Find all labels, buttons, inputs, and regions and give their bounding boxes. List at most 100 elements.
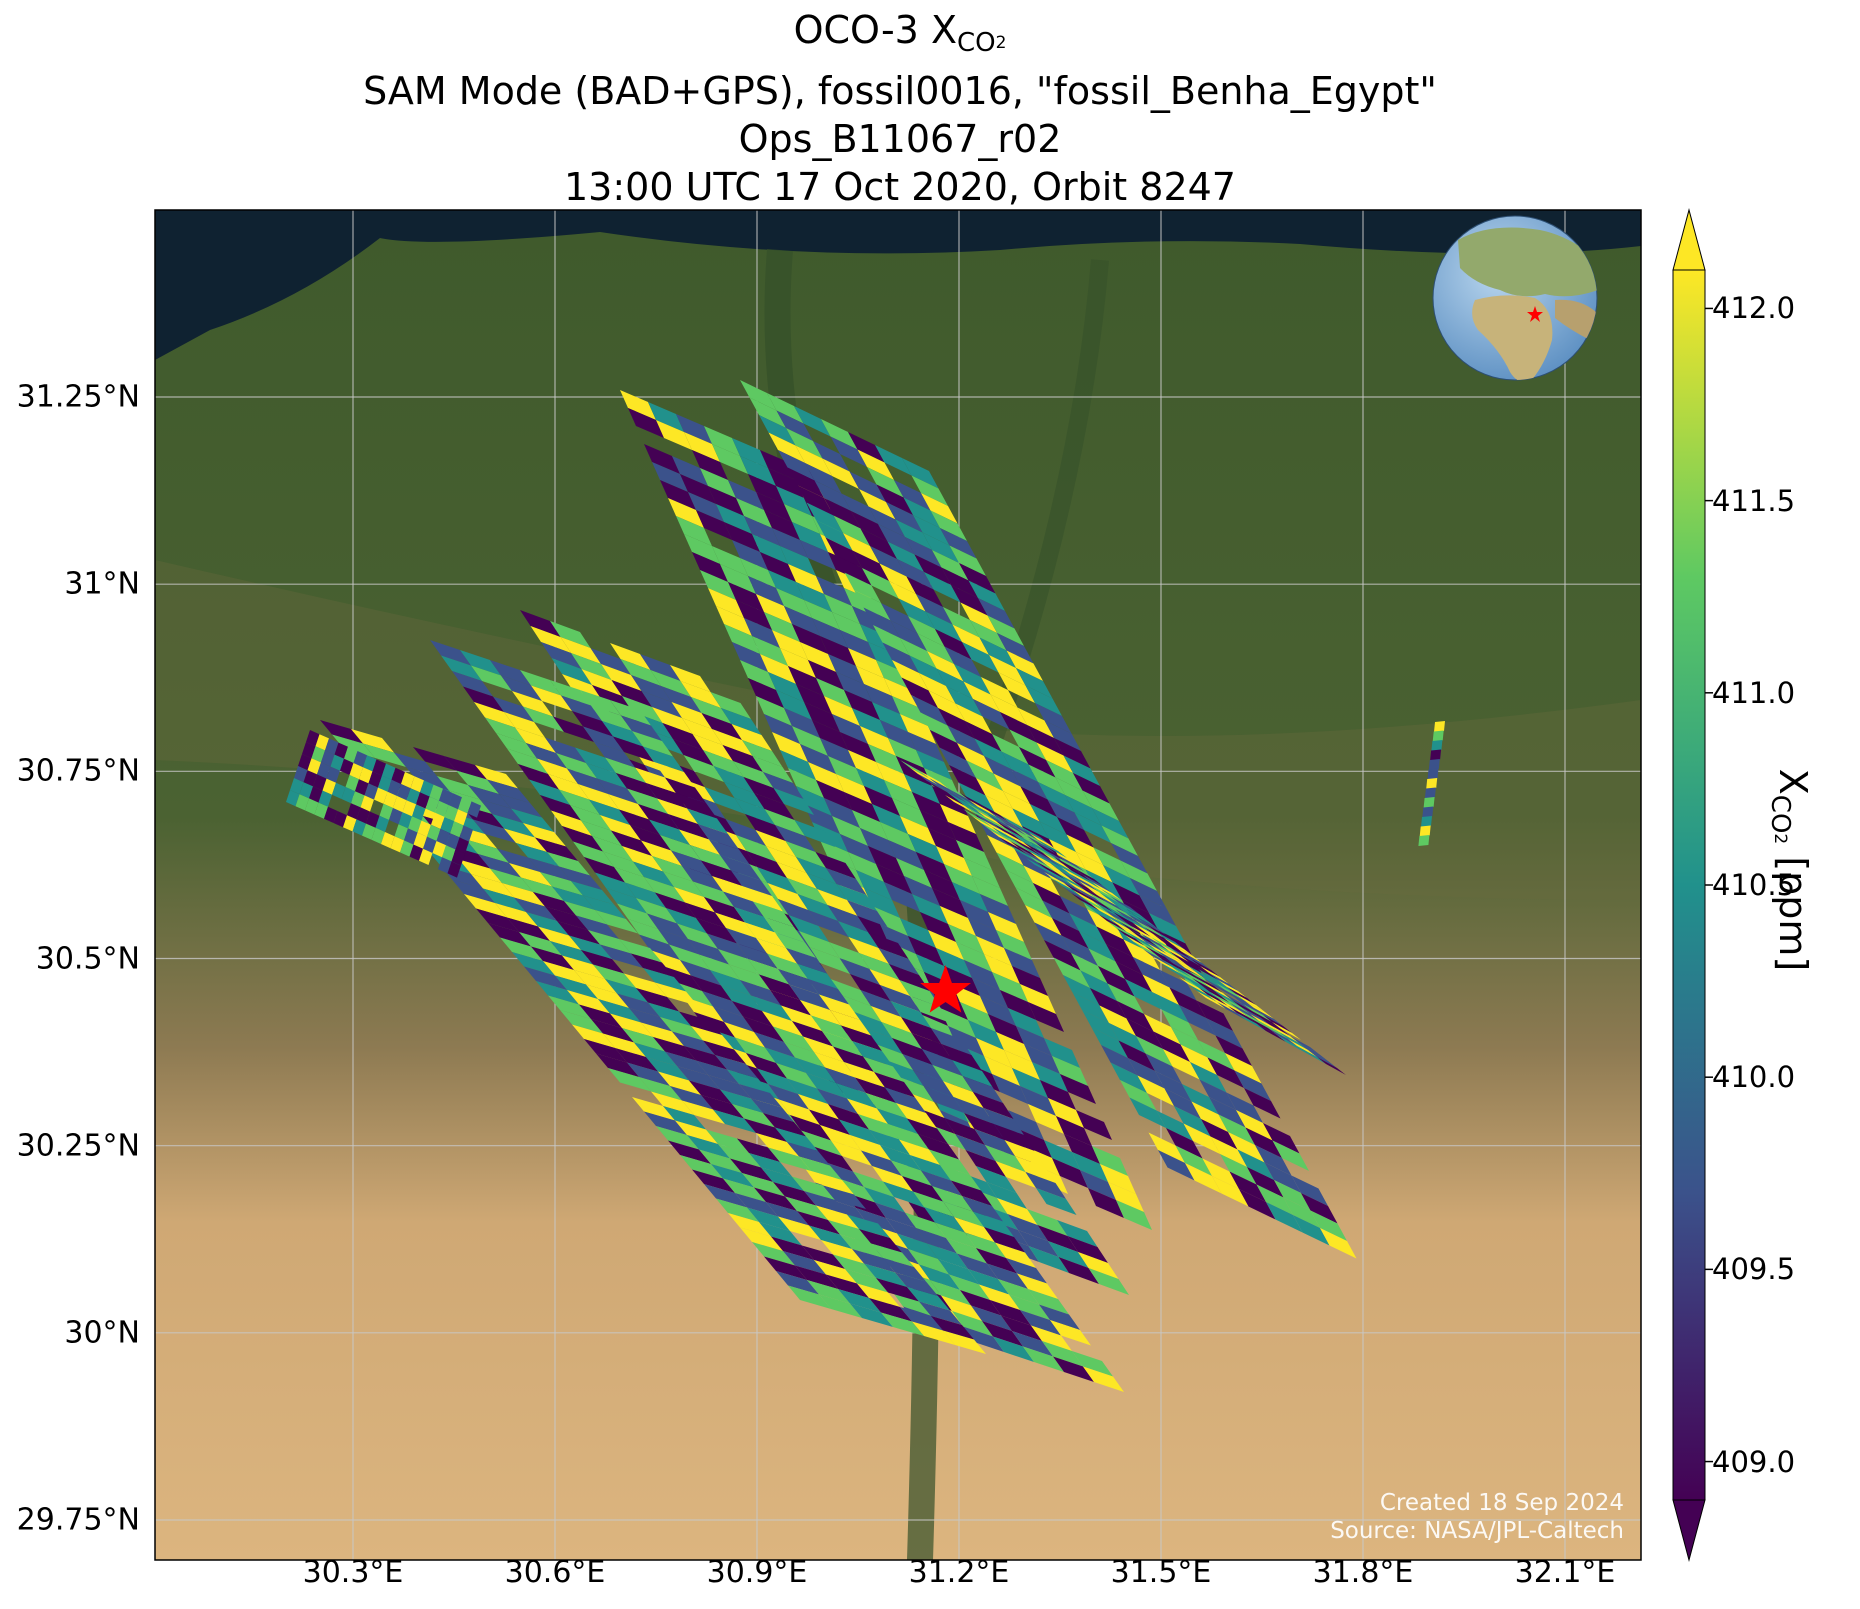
sounding-cell [475,765,518,789]
sounding-cell [1057,1220,1098,1247]
sounding-cell [985,1145,1026,1172]
sounding-cell [657,798,698,824]
sounding-cell [1029,833,1058,851]
sounding-cell [1152,956,1181,974]
sounding-cell [970,620,1007,651]
sounding-cell [1146,924,1175,942]
sounding-cell [1049,839,1086,870]
sounding-cell [748,474,784,504]
sounding-cell [1009,729,1046,760]
sounding-cell [423,836,437,853]
sounding-cell [754,793,795,820]
sounding-cell [1004,948,1040,978]
sounding-cell [809,947,850,974]
sounding-cell [872,1166,913,1192]
sounding-cell [632,1097,675,1121]
sounding-cell [605,757,646,783]
sounding-cell [1063,755,1100,786]
sounding-cell [720,1089,763,1113]
sounding-cell [754,1187,797,1211]
sounding-cell [996,852,1033,883]
sounding-cell [900,918,936,948]
sounding-cell [1155,931,1184,949]
sounding-cell [1017,707,1054,738]
sounding-cell [1187,965,1216,983]
sounding-cell [787,467,824,498]
sounding-cell [1218,1114,1255,1145]
sounding-cell [1035,703,1072,734]
sounding-cell [689,1080,732,1104]
sounding-cell [1073,773,1110,804]
sounding-cell [772,528,808,558]
sounding-cell [1171,948,1200,966]
sounding-cell [1080,1170,1116,1200]
sounding-cell [789,984,830,1010]
sounding-cell [1065,861,1094,879]
sounding-cell [740,1227,783,1251]
sounding-cell [734,907,775,933]
sounding-cell [856,666,892,696]
sounding-cell [1006,1258,1047,1284]
sounding-cell [1044,720,1081,751]
sounding-cell [852,1249,895,1273]
sounding-cell [744,1118,787,1142]
sounding-cell [1167,954,1196,972]
sounding-cell [1044,1038,1080,1068]
sounding-cell [634,1042,677,1066]
sounding-cell [923,1086,964,1113]
sounding-cell [680,681,721,708]
sounding-cell [1210,1136,1247,1167]
sounding-cell [439,788,453,805]
sounding-cell [655,982,698,1006]
sounding-cell [410,776,424,793]
sounding-cell [375,815,389,832]
sounding-cell [963,681,1000,712]
sounding-cell [988,912,1024,942]
sounding-cell [658,929,699,955]
sounding-cell [900,816,936,846]
sounding-cell [948,822,984,852]
sounding-cell [935,1222,976,1248]
sounding-cell [847,1214,890,1238]
sounding-cell [490,868,533,892]
sounding-cell [1052,860,1081,878]
sounding-cell [864,1263,907,1287]
sounding-cell [1418,835,1430,846]
sounding-cell [1183,971,1212,989]
sounding-cell [716,606,752,636]
isolated-sounding-strip [1418,721,1445,846]
sounding-cell [824,696,860,726]
sounding-cell [575,747,616,773]
sounding-cell [775,1127,818,1151]
sounding-cell [680,1155,723,1179]
sounding-cell [703,750,744,777]
sounding-cell [1041,856,1070,874]
sounding-cell [1017,1273,1058,1299]
sounding-cell [1160,944,1189,962]
sounding-cell [940,1165,981,1191]
sounding-cell [839,1119,880,1145]
sounding-cell [773,1026,814,1052]
sounding-cell [1088,1268,1129,1295]
sounding-cell [687,808,728,834]
sounding-cell [1016,668,1053,699]
sounding-cell [797,963,838,989]
sounding-cell [1165,957,1194,975]
sounding-cell [956,942,992,972]
sounding-cell [913,515,950,546]
sounding-cell [990,694,1027,725]
sounding-cell [873,625,910,656]
sounding-cell [984,1227,1025,1253]
sounding-cell [833,515,870,546]
sounding-cell [1096,926,1133,957]
sounding-cell [784,606,820,636]
sounding-cell [430,640,471,666]
sounding-cell [830,979,871,1006]
sounding-cell [959,563,996,594]
sounding-cell [1119,903,1148,921]
sounding-cell [920,712,957,743]
sounding-cell [1283,1197,1320,1228]
sounding-cell [929,778,958,796]
sounding-cell [567,768,608,794]
sounding-cell [932,1186,973,1212]
